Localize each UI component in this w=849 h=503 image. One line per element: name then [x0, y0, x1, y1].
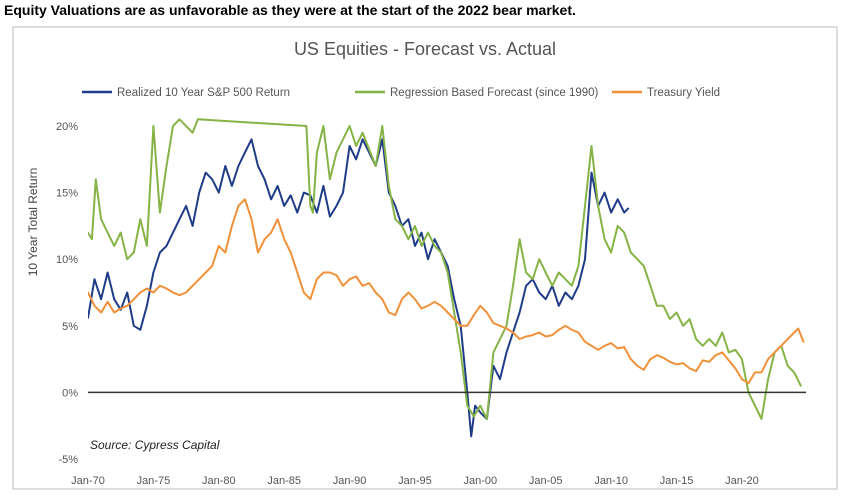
series-line-realized-10-year-s-p-500-return — [88, 138, 630, 438]
series-lines — [88, 118, 805, 438]
x-tick-label: Jan-10 — [594, 475, 628, 487]
y-tick-label: 15% — [56, 188, 78, 200]
chart-frame — [12, 26, 838, 490]
x-tick-label: Jan-75 — [137, 475, 171, 487]
x-tick-label: Jan-95 — [398, 475, 432, 487]
x-axis-ticks: Jan-70 Jan-75 Jan-80 Jan-85 Jan-90 Jan-95 Jan-… — [71, 475, 759, 487]
legend: Realized 10 Year S&P 500 Return Regressio… — [82, 87, 720, 99]
series-line-regression-based-forecast-since-1990 — [88, 118, 802, 420]
x-tick-label: Jan-00 — [464, 475, 498, 487]
x-tick-label: Jan-80 — [202, 475, 236, 487]
y-axis-ticks: -5% 0% 5% 10% 15% 20% — [56, 121, 78, 466]
y-tick-label: 10% — [56, 254, 78, 266]
x-tick-label: Jan-05 — [529, 475, 563, 487]
x-tick-label: Jan-85 — [267, 475, 301, 487]
x-tick-label: Jan-20 — [725, 475, 759, 487]
y-axis-label: 10 Year Total Return — [26, 168, 40, 277]
x-tick-label: Jan-70 — [71, 475, 105, 487]
legend-label: Treasury Yield — [647, 87, 720, 99]
chart-title: US Equities - Forecast vs. Actual — [294, 39, 556, 59]
legend-label: Regression Based Forecast (since 1990) — [390, 87, 599, 99]
y-tick-label: 5% — [62, 321, 78, 333]
y-tick-label: 0% — [62, 387, 78, 399]
series-line-treasury-yield — [88, 198, 805, 385]
x-tick-label: Jan-15 — [660, 475, 694, 487]
legend-label: Realized 10 Year S&P 500 Return — [117, 87, 290, 99]
x-tick-label: Jan-90 — [333, 475, 367, 487]
y-tick-label: 20% — [56, 121, 78, 133]
headline: Equity Valuations are as unfavorable as … — [4, 2, 576, 18]
source-annotation: Source: Cypress Capital — [90, 438, 220, 452]
y-tick-label: -5% — [58, 454, 78, 466]
